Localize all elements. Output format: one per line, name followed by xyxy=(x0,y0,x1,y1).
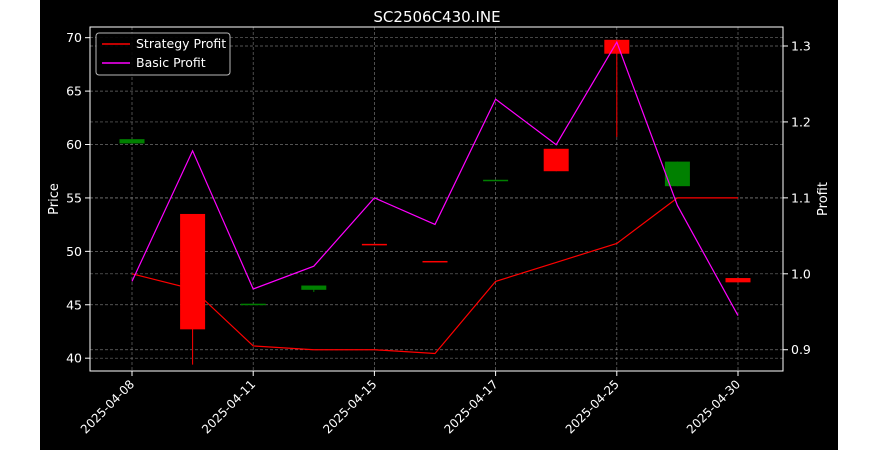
y-tick-label: 40 xyxy=(66,351,82,366)
candle-body xyxy=(240,303,266,306)
strategy-profit-line xyxy=(131,197,738,355)
x-tick-label: 2025-04-15 xyxy=(320,377,379,436)
candle-body xyxy=(483,179,509,182)
candle-body xyxy=(543,148,569,172)
y2-axis-label: Profit xyxy=(816,182,831,216)
grid xyxy=(90,27,783,371)
candle-body xyxy=(180,213,206,330)
candle-body xyxy=(361,243,387,246)
y2-tick-label: 1.2 xyxy=(791,114,811,129)
plot-frame xyxy=(89,26,784,372)
y2-tick-label: 1.3 xyxy=(791,38,811,53)
legend-label-basic: Basic Profit xyxy=(136,55,206,70)
y-tick-label: 70 xyxy=(66,30,82,45)
x-tick-label: 2025-04-08 xyxy=(78,377,137,436)
candles xyxy=(119,39,751,365)
x-tick-label: 2025-04-30 xyxy=(684,377,743,436)
profit-lines xyxy=(131,40,739,355)
x-tick-label: 2025-04-17 xyxy=(442,377,501,436)
y-tick-label: 45 xyxy=(66,297,82,312)
y-tick-label: 55 xyxy=(66,190,82,205)
x-axis: 2025-04-08 2025-04-11 2025-04-15 2025-04-17… xyxy=(78,371,743,436)
chart-title: SC2506C430.INE xyxy=(373,8,500,26)
y2-tick-label: 1.1 xyxy=(791,190,811,205)
x-tick-label: 2025-04-25 xyxy=(563,377,622,436)
figure: SC2506C430.INE 2025-04-08 2025-04-11 2025-… xyxy=(40,0,838,450)
x-tick-label: 2025-04-11 xyxy=(199,377,258,436)
y-axis-label: Price xyxy=(47,183,62,215)
y-tick-label: 65 xyxy=(66,84,82,99)
y-axis: 40 45 50 55 60 65 70 xyxy=(66,30,90,366)
basic-profit-line xyxy=(131,40,739,316)
candle-body xyxy=(301,285,327,290)
y-tick-label: 50 xyxy=(66,244,82,259)
y2-tick-label: 0.9 xyxy=(791,342,811,357)
candle-body xyxy=(604,39,630,54)
candlestick-chart: SC2506C430.INE 2025-04-08 2025-04-11 2025-… xyxy=(47,8,831,436)
candle-body xyxy=(119,139,145,144)
legend-label-strategy: Strategy Profit xyxy=(136,36,226,51)
legend: Strategy Profit Basic Profit xyxy=(95,32,231,76)
y2-axis: 0.9 1.0 1.1 1.2 1.3 xyxy=(783,38,811,357)
y2-tick-label: 1.0 xyxy=(791,266,811,281)
candle-body xyxy=(725,278,751,283)
y-tick-label: 60 xyxy=(66,137,82,152)
candle-body xyxy=(422,260,448,263)
